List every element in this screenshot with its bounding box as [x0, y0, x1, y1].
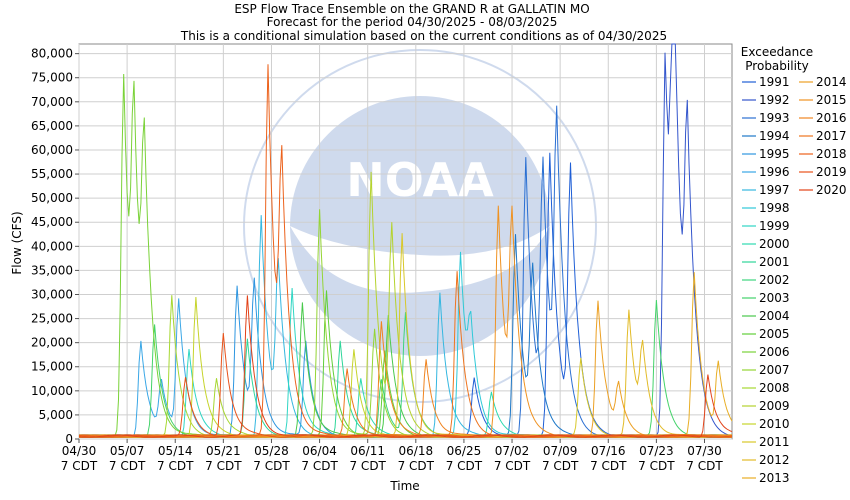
legend-label-2012: 2012 [759, 453, 790, 467]
y-tick-label: 50,000 [31, 191, 73, 205]
x-tick-label-time: 7 CDT [253, 459, 290, 473]
legend-label-2001: 2001 [759, 255, 790, 269]
legend-label-2016: 2016 [816, 111, 847, 125]
legend-title-line2: Probability [745, 59, 808, 73]
legend-label-2005: 2005 [759, 327, 790, 341]
x-tick-label-time: 7 CDT [61, 459, 98, 473]
legend-label-2018: 2018 [816, 147, 847, 161]
x-tick-label-time: 7 CDT [494, 459, 531, 473]
y-tick-label: 10,000 [31, 384, 73, 398]
legend-label-2011: 2011 [759, 435, 790, 449]
x-tick-label-time: 7 CDT [590, 459, 627, 473]
legend-label-2013: 2013 [759, 471, 790, 485]
legend-label-2019: 2019 [816, 165, 847, 179]
x-tick-label-time: 7 CDT [301, 459, 338, 473]
y-tick-label: 80,000 [31, 47, 73, 61]
y-tick-label: 30,000 [31, 287, 73, 301]
legend-label-2000: 2000 [759, 237, 790, 251]
legend-label-2006: 2006 [759, 345, 790, 359]
x-tick-label-date: 05/21 [206, 444, 241, 458]
legend-title-line1: Exceedance [741, 45, 813, 59]
x-tick-label-date: 04/30 [62, 444, 97, 458]
legend-label-2020: 2020 [816, 183, 847, 197]
legend-label-2003: 2003 [759, 291, 790, 305]
x-tick-label-time: 7 CDT [157, 459, 194, 473]
y-tick-label: 5,000 [39, 408, 73, 422]
legend-label-2014: 2014 [816, 75, 847, 89]
legend-label-2017: 2017 [816, 129, 847, 143]
chart-title: ESP Flow Trace Ensemble on the GRAND R a… [234, 2, 589, 16]
legend-label-1996: 1996 [759, 165, 790, 179]
series-line-2020 [78, 295, 733, 438]
y-tick-label: 35,000 [31, 263, 73, 277]
legend-label-2009: 2009 [759, 399, 790, 413]
x-tick-label-date: 07/09 [543, 444, 578, 458]
x-tick-label-date: 06/18 [399, 444, 434, 458]
x-tick-label-date: 07/30 [687, 444, 722, 458]
y-tick-label: 55,000 [31, 167, 73, 181]
plot-area [78, 43, 733, 440]
ensemble-traces [78, 43, 733, 438]
legend-label-2008: 2008 [759, 381, 790, 395]
x-axis-label: Time [389, 479, 419, 493]
y-tick-label: 70,000 [31, 95, 73, 109]
x-tick-label-time: 7 CDT [686, 459, 723, 473]
y-axis: 0 5,000 10,000 15,000 20,000 25,000 30,000 35,0… [31, 47, 79, 446]
y-tick-label: 0 [65, 432, 73, 446]
y-axis-label: Flow (CFS) [10, 211, 24, 274]
x-tick-label-date: 05/14 [158, 444, 193, 458]
legend: Exceedance Probability 1991 1992 1993 1994 1… [741, 45, 847, 485]
legend-label-2007: 2007 [759, 363, 790, 377]
x-tick-label-time: 7 CDT [205, 459, 242, 473]
legend-label-1994: 1994 [759, 129, 790, 143]
x-tick-label-time: 7 CDT [398, 459, 435, 473]
y-tick-label: 75,000 [31, 71, 73, 85]
chart-subtitle-conditional: This is a conditional simulation based o… [180, 29, 667, 43]
y-tick-label: 15,000 [31, 360, 73, 374]
x-tick-label-time: 7 CDT [349, 459, 386, 473]
legend-label-1997: 1997 [759, 183, 790, 197]
x-tick-label-date: 07/02 [495, 444, 530, 458]
y-tick-label: 65,000 [31, 119, 73, 133]
series-line-2017 [78, 271, 733, 438]
legend-label-1998: 1998 [759, 201, 790, 215]
chart-subtitle-forecast-period: Forecast for the period 04/30/2025 - 08/… [267, 15, 558, 29]
x-tick-label-time: 7 CDT [109, 459, 146, 473]
y-tick-label: 20,000 [31, 336, 73, 350]
x-tick-label-date: 05/28 [254, 444, 289, 458]
legend-label-1999: 1999 [759, 219, 790, 233]
y-tick-label: 60,000 [31, 143, 73, 157]
x-tick-label-time: 7 CDT [446, 459, 483, 473]
legend-label-2002: 2002 [759, 273, 790, 287]
x-tick-label-date: 05/07 [110, 444, 145, 458]
x-tick-label-date: 06/25 [447, 444, 482, 458]
legend-label-2015: 2015 [816, 93, 847, 107]
y-tick-label: 45,000 [31, 215, 73, 229]
y-tick-label: 25,000 [31, 312, 73, 326]
legend-label-1991: 1991 [759, 75, 790, 89]
legend-label-1995: 1995 [759, 147, 790, 161]
legend-label-2004: 2004 [759, 309, 790, 323]
x-tick-label-date: 06/04 [302, 444, 337, 458]
legend-label-1993: 1993 [759, 111, 790, 125]
x-tick-label-date: 07/16 [591, 444, 626, 458]
x-tick-label-time: 7 CDT [542, 459, 579, 473]
x-tick-label-date: 06/11 [350, 444, 385, 458]
y-tick-label: 40,000 [31, 239, 73, 253]
legend-label-1992: 1992 [759, 93, 790, 107]
svg-text:NOAA: NOAA [346, 153, 494, 207]
x-tick-label-time: 7 CDT [638, 459, 675, 473]
x-tick-label-date: 07/23 [639, 444, 674, 458]
legend-label-2010: 2010 [759, 417, 790, 431]
